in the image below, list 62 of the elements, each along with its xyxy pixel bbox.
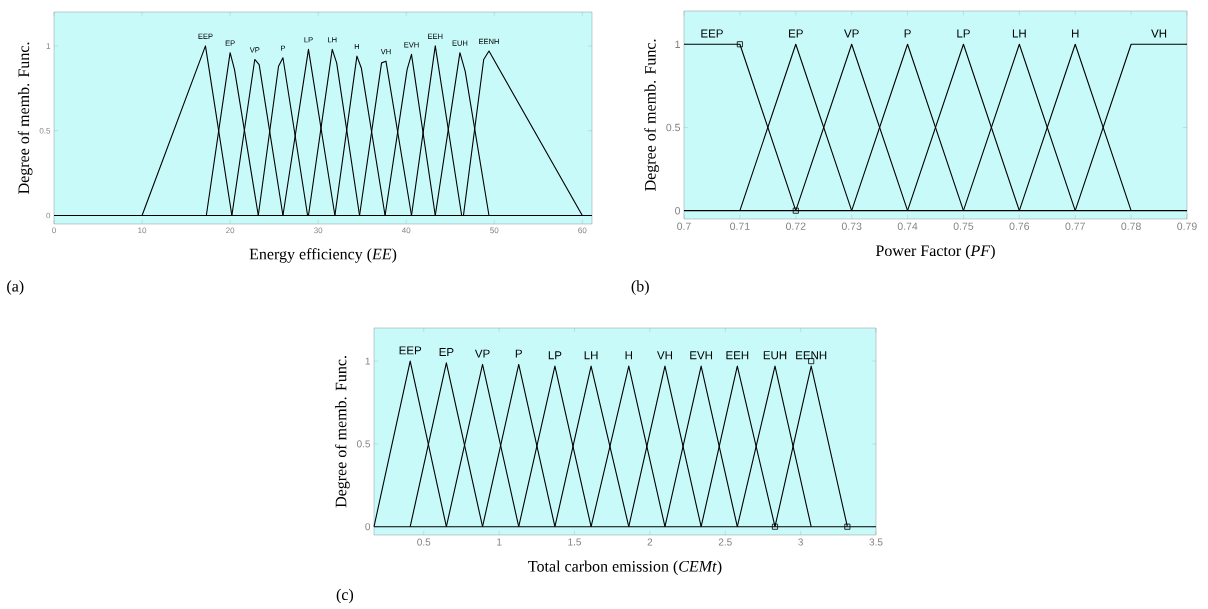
x-tick-label: 60 [578,227,587,234]
series-label: LP [957,29,970,38]
series-label: H [1072,29,1079,38]
x-tick-label: 2.5 [718,538,732,546]
x-tick-label: 1 [497,538,502,546]
series-label: P [904,29,911,38]
x-tick-label: 30 [314,227,323,234]
x-axis-title: Total carbon emission (CEMt) [528,560,722,575]
x-axis-title: Power Factor (PF) [875,244,995,260]
x-tick-label: 3.5 [869,538,883,546]
x-tick-label: 0.71 [730,222,750,230]
y-tick-label: 1 [675,40,680,48]
y-tick-label: 0 [365,523,371,531]
x-tick-label: 0.5 [417,538,431,546]
series-label: LP [548,351,562,360]
series-label: H [625,351,632,360]
y-tick-label: 0.5 [39,127,51,134]
series-label: LH [584,351,598,360]
y-tick-label: 0 [46,212,51,219]
x-tick-label: 0.7 [677,222,691,230]
series-label: EEH [726,351,749,360]
x-axis-title: Energy efficiency (EE) [249,248,397,263]
series-label: EVH [690,351,713,360]
text: (b) [631,280,649,295]
series-label: EP [789,29,803,38]
series-label: EENH [796,351,827,360]
x-tick-label: 0.79 [1177,222,1197,230]
x-tick-label: 50 [490,227,499,234]
y-axis-title: Degree of memb. Func. [644,39,660,191]
x-tick-label: 0.76 [1009,222,1030,230]
x-tick-label: 40 [401,227,411,234]
x-tick-label: 10 [138,227,147,234]
series-label: EUH [763,351,787,360]
series-label: EEP [701,29,723,38]
y-tick-label: 1 [46,43,51,49]
x-tick-label: 0.74 [897,222,918,230]
x-tick-label: 2 [647,538,653,546]
x-tick-label: 3 [798,538,803,546]
x-tick-label: 20 [226,227,235,234]
x-tick-label: 0.78 [1121,222,1141,230]
series-label: VH [657,351,673,360]
text: (a) [7,280,24,295]
series-label: VH [1151,29,1167,38]
x-tick-label: 1.5 [568,538,582,546]
x-tick-label: 0.72 [785,222,806,230]
y-axis-title: Degree of memb. Func. [334,356,350,508]
x-tick-label: 0.77 [1065,222,1085,230]
y-tick-label: 0.5 [666,123,681,132]
y-tick-label: 0.5 [356,440,371,448]
series-label: VP [474,349,490,358]
series-label: P [515,349,522,358]
x-tick-label: 0 [52,227,56,234]
series-label: EEP [399,346,422,355]
y-axis-title: Degree of memb. Func. [17,42,33,194]
text: (c) [336,588,354,604]
series-label: LH [1012,29,1026,38]
y-tick-label: 1 [365,357,370,365]
y-tick-label: 0 [675,206,681,215]
series-label: EP [439,348,454,356]
series-label: VP [844,29,859,38]
x-tick-label: 0.73 [841,222,862,230]
x-tick-label: 0.75 [953,222,974,230]
